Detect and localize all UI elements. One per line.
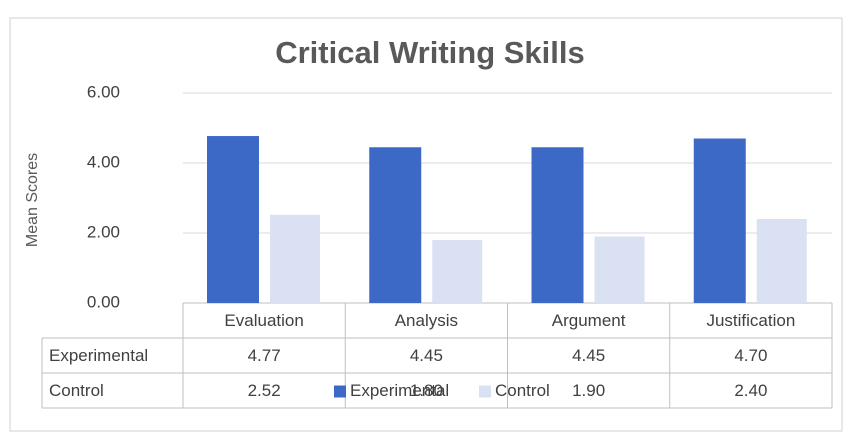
table-value: 4.45: [572, 346, 605, 365]
legend-label: Control: [495, 381, 550, 400]
x-tick-label: Justification: [706, 311, 795, 330]
table-value: 2.40: [734, 381, 767, 400]
y-tick-label: 4.00: [87, 152, 120, 171]
y-tick-label: 6.00: [87, 82, 120, 101]
bar: [756, 219, 807, 303]
x-tick-label: Analysis: [395, 311, 458, 330]
table-value: 4.45: [410, 346, 443, 365]
table-row-label: Experimental: [49, 346, 148, 365]
legend-swatch: [479, 385, 491, 398]
table-value: 1.80: [410, 381, 443, 400]
bar: [207, 136, 259, 303]
legend-label: Experimental: [350, 381, 449, 400]
x-tick-label: Evaluation: [224, 311, 303, 330]
table-value: 4.70: [734, 346, 767, 365]
bar: [594, 236, 645, 303]
bar: [531, 147, 584, 303]
bar: [369, 147, 422, 303]
y-tick-label: 0.00: [87, 292, 120, 311]
table-value: 1.90: [572, 381, 605, 400]
chart-title: Critical Writing Skills: [275, 35, 585, 70]
bar: [693, 138, 746, 303]
y-tick-label: 2.00: [87, 222, 120, 241]
legend-swatch: [334, 385, 346, 398]
table-value: 2.52: [248, 381, 281, 400]
table-row-label: Control: [49, 381, 104, 400]
y-axis-title: Mean Scores: [24, 153, 41, 247]
table-value: 4.77: [248, 346, 281, 365]
x-tick-label: Argument: [552, 311, 626, 330]
bar: [270, 214, 320, 303]
bar: [432, 240, 483, 303]
